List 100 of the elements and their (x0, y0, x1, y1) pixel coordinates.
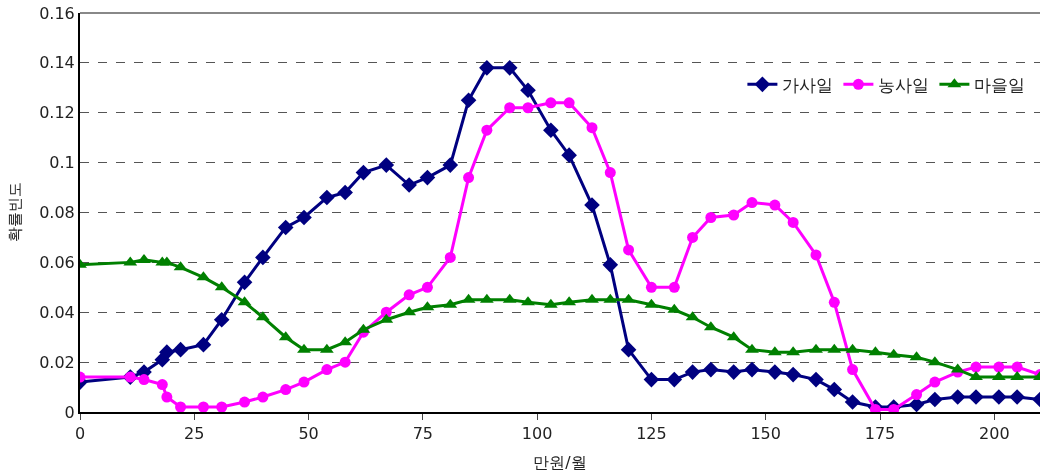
x-tick-label: 200 (979, 424, 1010, 444)
point (355, 164, 372, 181)
y-tick-label: 0.06 (39, 252, 75, 272)
point (746, 197, 758, 209)
point (810, 249, 822, 261)
point (216, 401, 228, 412)
point (280, 384, 292, 396)
point (968, 389, 984, 405)
point (826, 381, 843, 398)
y-tick-label: 0 (64, 402, 75, 422)
x-tick-label: 25 (184, 424, 205, 444)
point (213, 311, 230, 328)
point (257, 391, 269, 403)
point (563, 97, 575, 109)
point (504, 102, 516, 114)
point (684, 364, 701, 380)
point (1009, 389, 1025, 405)
point (787, 216, 799, 228)
point (643, 371, 660, 388)
y-tick-label: 0.12 (39, 103, 75, 123)
point (378, 157, 395, 173)
x-tick-label: 150 (750, 424, 781, 444)
point (479, 60, 495, 76)
x-tick-label: 50 (298, 424, 319, 444)
point (460, 92, 477, 109)
point (828, 296, 840, 308)
point (339, 356, 351, 368)
point (463, 172, 475, 184)
y-tick-label: 0.1 (49, 153, 75, 173)
y-axis-title: 확률빈도 (5, 182, 24, 243)
point (520, 82, 536, 99)
point (847, 364, 859, 376)
x-tick-label: 100 (521, 424, 553, 444)
point (236, 274, 253, 291)
point (604, 167, 616, 179)
point (668, 281, 680, 293)
point (442, 157, 459, 173)
y-tick-label: 0.16 (39, 3, 75, 23)
y-tick-label: 0.04 (39, 302, 75, 322)
x-axis-title: 만원/월 (533, 453, 587, 473)
point (703, 361, 719, 378)
x-tick-label: 125 (636, 424, 667, 444)
point (785, 366, 801, 383)
point (993, 361, 1005, 373)
point (586, 122, 598, 134)
point (949, 389, 966, 405)
point (195, 336, 212, 353)
point (585, 293, 599, 303)
point (277, 219, 294, 236)
point (337, 184, 353, 201)
point (705, 211, 717, 223)
point (687, 231, 699, 243)
point (319, 189, 335, 206)
x-tick-label: 175 (864, 424, 896, 444)
point (298, 376, 310, 388)
point (728, 209, 740, 221)
point (156, 379, 168, 391)
point (161, 391, 173, 403)
point (725, 364, 742, 380)
y-tick-label: 0.14 (39, 53, 75, 73)
point (522, 102, 534, 114)
point (521, 296, 535, 306)
point (769, 199, 781, 211)
point (255, 249, 271, 266)
point (911, 389, 923, 401)
point (584, 197, 600, 213)
point (620, 341, 637, 358)
point (401, 177, 417, 193)
legend-label: 마을일 (974, 75, 1026, 95)
point (969, 371, 983, 381)
point (844, 394, 861, 410)
point (745, 343, 759, 353)
point (138, 374, 150, 386)
y-tick-label: 0.08 (39, 203, 75, 223)
point (602, 257, 619, 273)
point (421, 281, 433, 293)
point (767, 364, 783, 380)
point (403, 289, 415, 301)
point (321, 364, 333, 376)
point (543, 122, 559, 139)
point (501, 60, 518, 76)
x-tick-label: 75 (412, 424, 434, 444)
point (623, 244, 635, 256)
point (296, 209, 312, 226)
legend-label: 가사일 (782, 75, 834, 95)
point (970, 361, 982, 373)
point (137, 253, 151, 263)
point (481, 124, 493, 136)
point (297, 343, 311, 353)
point (808, 371, 824, 388)
y-tick-label: 0.02 (39, 352, 75, 372)
point (444, 251, 456, 263)
point (809, 343, 823, 353)
point (419, 169, 436, 186)
point (175, 401, 187, 412)
point (545, 97, 557, 109)
point (561, 147, 577, 163)
point (744, 361, 760, 378)
point (645, 281, 657, 293)
point (172, 341, 189, 358)
